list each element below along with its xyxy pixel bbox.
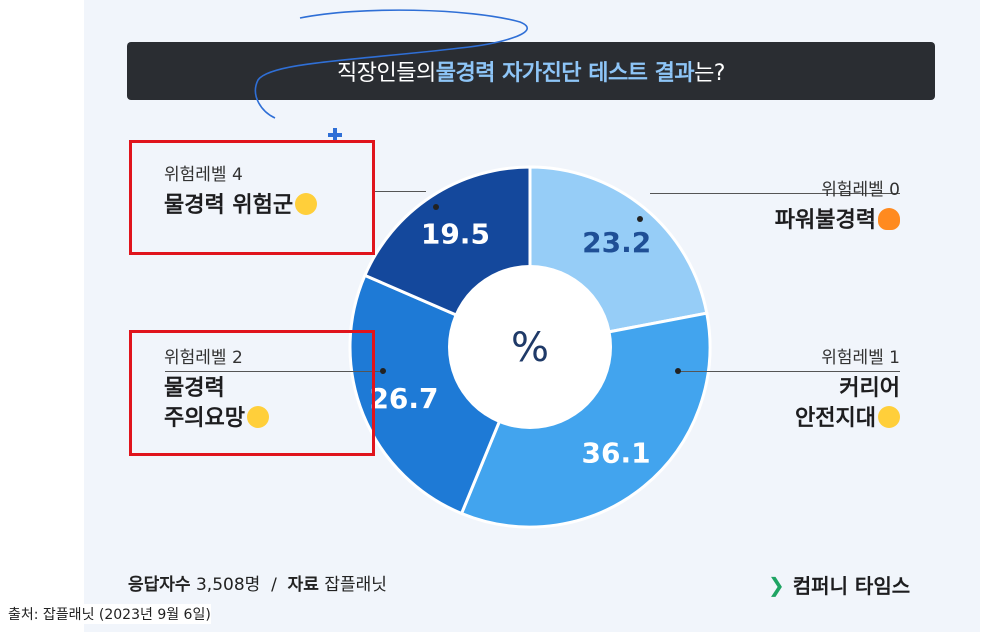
leader-dot-l4 <box>433 204 439 210</box>
label-level-0-level: 위험레벨 0 <box>821 180 900 200</box>
crying-face-icon <box>295 193 318 215</box>
label-level-2: 위험레벨 2 물경력 주의요망 <box>164 343 269 434</box>
title-suffix: 는? <box>694 61 725 86</box>
fire-icon <box>878 208 900 230</box>
highlight-box-level-4 <box>129 140 375 255</box>
label-level-1: 위험레벨 1 커리어 안전지대 <box>700 343 900 434</box>
center-label: % <box>511 325 549 371</box>
slice-value-1: 36.1 <box>581 436 650 469</box>
leader-dot-l0 <box>637 216 643 222</box>
footer-separator: / <box>271 575 277 595</box>
source-value: 잡플래닛 <box>324 575 387 595</box>
label-level-4-level: 위험레벨 4 <box>164 165 243 185</box>
smiling-face-icon <box>878 406 900 428</box>
leader-dot-l1 <box>675 368 681 374</box>
label-level-0: 위험레벨 0 파워불경력 <box>700 175 900 236</box>
respondents-label: 응답자수 <box>128 575 191 595</box>
label-level-2-name: 물경력 주의요망 <box>164 374 269 434</box>
leader-line-l2 <box>165 371 381 372</box>
brand-name: 컴퍼니 타임스 <box>792 574 911 598</box>
title-prefix: 직장인들의 <box>337 61 436 86</box>
leader-line-l1 <box>678 371 900 372</box>
label-level-4: 위험레벨 4 물경력 위험군 <box>164 160 318 221</box>
chevron-right-icon: ❯ <box>768 572 785 597</box>
worried-face-icon <box>246 406 269 428</box>
source-note: 출처: 잡플래닛 (2023년 9월 6일) <box>8 604 211 624</box>
title-bar: 직장인들의 물경력 자가진단 테스트 결과 는? <box>127 42 935 100</box>
slice-value-3: 19.5 <box>421 217 490 250</box>
slice-value-2: 26.7 <box>369 382 438 415</box>
leader-line-l0 <box>650 193 900 194</box>
leader-dot-l2 <box>380 368 386 374</box>
plus-cursor-icon <box>328 128 342 142</box>
label-level-4-name: 물경력 위험군 <box>164 191 318 221</box>
label-level-0-name: 파워불경력 <box>700 206 900 236</box>
label-level-1-name: 커리어 안전지대 <box>795 376 900 431</box>
source-label: 자료 <box>287 575 319 595</box>
donut-hole <box>448 265 612 429</box>
title-highlight: 물경력 자가진단 테스트 결과 <box>435 61 695 86</box>
brand-logo: ❯ 컴퍼니 타임스 <box>768 570 910 599</box>
slice-value-0: 23.2 <box>582 226 651 259</box>
footer-info: 응답자수 3,508명 / 자료 잡플래닛 <box>128 570 387 595</box>
label-level-2-level: 위험레벨 2 <box>164 348 243 368</box>
highlight-box-level-2 <box>129 330 375 456</box>
respondents-value: 3,508명 <box>195 575 261 595</box>
label-level-1-level: 위험레벨 1 <box>821 348 900 368</box>
leader-line-l4 <box>372 191 426 192</box>
